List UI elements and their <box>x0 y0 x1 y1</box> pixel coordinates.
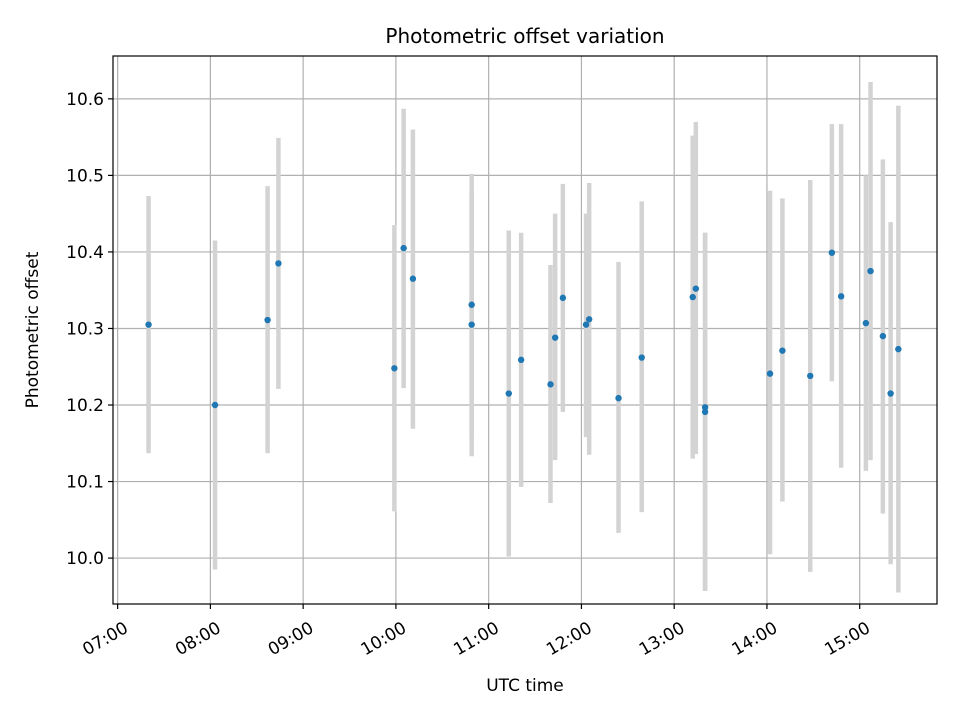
data-point <box>615 394 622 402</box>
data-point <box>867 267 874 275</box>
data-point <box>828 249 836 256</box>
x-tick-label: 09:00 <box>265 618 317 660</box>
data-point <box>638 354 645 361</box>
data-point <box>779 347 786 354</box>
data-point <box>766 370 774 377</box>
data-point <box>807 372 814 380</box>
data-point <box>701 404 709 411</box>
x-axis-ticks: 07:00 08:00 09:00 10:00 11:00 12:00 13:00 14:00… <box>79 604 874 660</box>
data-point <box>837 293 845 300</box>
data-points <box>145 244 902 416</box>
x-tick-label: 07:00 <box>79 618 131 660</box>
data-point <box>701 408 709 416</box>
data-point <box>692 285 700 292</box>
data-point <box>505 390 512 397</box>
data-point <box>468 321 475 328</box>
x-tick-label: 14:00 <box>729 618 781 660</box>
x-tick-label: 12:00 <box>543 618 595 660</box>
data-point <box>559 294 567 302</box>
data-point <box>862 319 870 327</box>
y-tick-label: 10.4 <box>66 243 104 263</box>
chart-title: Photometric offset variation <box>385 24 664 48</box>
data-point <box>547 381 554 388</box>
x-tick-label: 11:00 <box>450 618 502 660</box>
y-axis-ticks: 10.0 10.1 10.2 10.3 10.4 10.5 10.6 <box>66 90 113 569</box>
data-point <box>582 321 590 328</box>
data-point <box>145 321 152 328</box>
data-point <box>517 356 525 364</box>
y-tick-label: 10.5 <box>66 166 104 186</box>
x-tick-label: 10:00 <box>358 618 410 660</box>
plot-frame <box>112 55 938 605</box>
data-point <box>585 316 593 323</box>
x-tick-label: 13:00 <box>636 618 688 660</box>
data-point <box>391 365 398 372</box>
x-axis-label: UTC time <box>486 676 564 696</box>
data-point <box>551 334 559 341</box>
y-tick-label: 10.0 <box>66 549 104 569</box>
x-tick-label: 15:00 <box>821 618 873 660</box>
data-point <box>887 390 894 397</box>
data-point <box>264 316 271 324</box>
data-point <box>400 244 407 252</box>
data-point <box>409 275 417 282</box>
x-tick-label: 08:00 <box>172 618 224 660</box>
y-axis-label: Photometric offset <box>23 251 43 408</box>
data-point <box>275 260 282 267</box>
data-point <box>879 332 887 340</box>
y-tick-label: 10.6 <box>66 90 104 110</box>
y-tick-label: 10.1 <box>66 473 104 493</box>
data-point <box>895 345 902 353</box>
y-tick-label: 10.2 <box>66 396 104 416</box>
y-tick-label: 10.3 <box>66 319 104 339</box>
grid-lines <box>113 56 937 604</box>
data-point <box>211 401 219 409</box>
error-bars <box>146 82 901 593</box>
data-point <box>468 301 475 308</box>
data-point <box>689 293 696 301</box>
